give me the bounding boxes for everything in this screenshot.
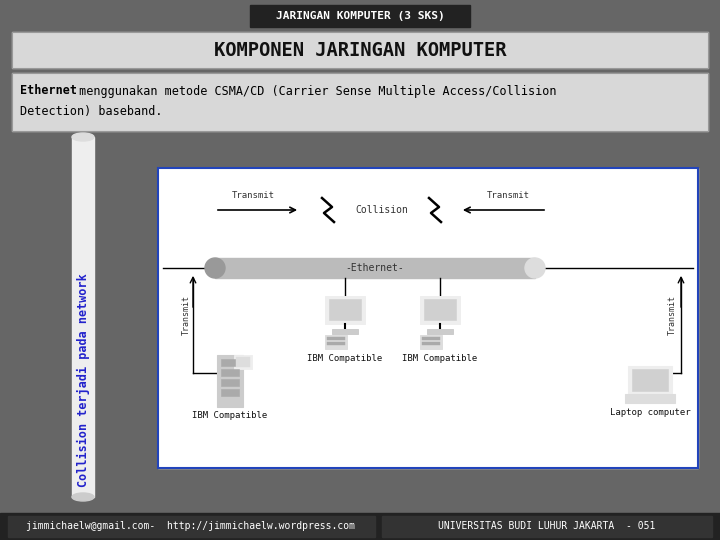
Bar xyxy=(420,296,460,324)
Text: Detection) baseband.: Detection) baseband. xyxy=(20,105,163,118)
Bar xyxy=(422,337,440,340)
Ellipse shape xyxy=(525,258,545,278)
Text: KOMPONEN JARINGAN KOMPUTER: KOMPONEN JARINGAN KOMPUTER xyxy=(214,40,506,59)
Bar xyxy=(12,32,708,68)
Bar xyxy=(325,335,347,349)
Bar xyxy=(8,516,375,537)
Text: Collision: Collision xyxy=(356,205,408,215)
Bar xyxy=(217,355,243,407)
Text: UNIVERSITAS BUDI LUHUR JAKARTA  - 051: UNIVERSITAS BUDI LUHUR JAKARTA - 051 xyxy=(438,521,656,531)
Bar xyxy=(325,296,365,324)
Bar xyxy=(625,394,675,403)
Bar xyxy=(234,355,252,369)
Bar xyxy=(12,73,708,131)
Bar xyxy=(382,516,712,537)
Text: Collision terjadi pada network: Collision terjadi pada network xyxy=(76,273,89,487)
Text: jimmichaelw@gmail.com-  http://jimmichaelw.wordpress.com: jimmichaelw@gmail.com- http://jimmichael… xyxy=(27,521,356,531)
Bar xyxy=(236,357,250,367)
Bar xyxy=(0,513,720,540)
Text: JARINGAN KOMPUTER (3 SKS): JARINGAN KOMPUTER (3 SKS) xyxy=(276,11,444,21)
Bar xyxy=(327,342,345,345)
Text: Transmit: Transmit xyxy=(667,295,677,335)
Text: Laptop computer: Laptop computer xyxy=(610,408,690,417)
Text: Ethernet: Ethernet xyxy=(20,84,77,98)
Bar xyxy=(72,137,94,497)
Bar xyxy=(424,299,456,320)
Bar xyxy=(250,5,470,27)
Bar xyxy=(221,359,239,366)
Bar xyxy=(327,337,345,340)
Bar xyxy=(420,335,442,349)
Bar xyxy=(12,73,708,131)
Text: IBM Compatible: IBM Compatible xyxy=(402,354,477,363)
Ellipse shape xyxy=(72,133,94,141)
Text: Transmit: Transmit xyxy=(181,295,191,335)
Text: menggunakan metode CSMA/CD (Carrier Sense Multiple Access/Collision: menggunakan metode CSMA/CD (Carrier Sens… xyxy=(72,84,557,98)
Bar xyxy=(427,329,453,334)
Bar xyxy=(12,32,708,68)
Ellipse shape xyxy=(205,258,225,278)
Bar xyxy=(158,168,698,468)
Bar xyxy=(215,258,535,278)
Bar xyxy=(422,342,440,345)
Bar xyxy=(158,168,698,468)
Bar xyxy=(628,366,672,394)
Bar xyxy=(329,299,361,320)
Bar xyxy=(221,389,239,396)
Text: -Ethernet-: -Ethernet- xyxy=(346,263,405,273)
Ellipse shape xyxy=(72,493,94,501)
Bar xyxy=(221,369,239,376)
Bar xyxy=(332,329,358,334)
Text: Transmit: Transmit xyxy=(487,191,529,199)
Bar xyxy=(632,369,668,391)
Text: IBM Compatible: IBM Compatible xyxy=(307,354,382,363)
Text: IBM Compatible: IBM Compatible xyxy=(192,411,268,420)
Text: Transmit: Transmit xyxy=(232,191,274,199)
Bar xyxy=(221,379,239,386)
